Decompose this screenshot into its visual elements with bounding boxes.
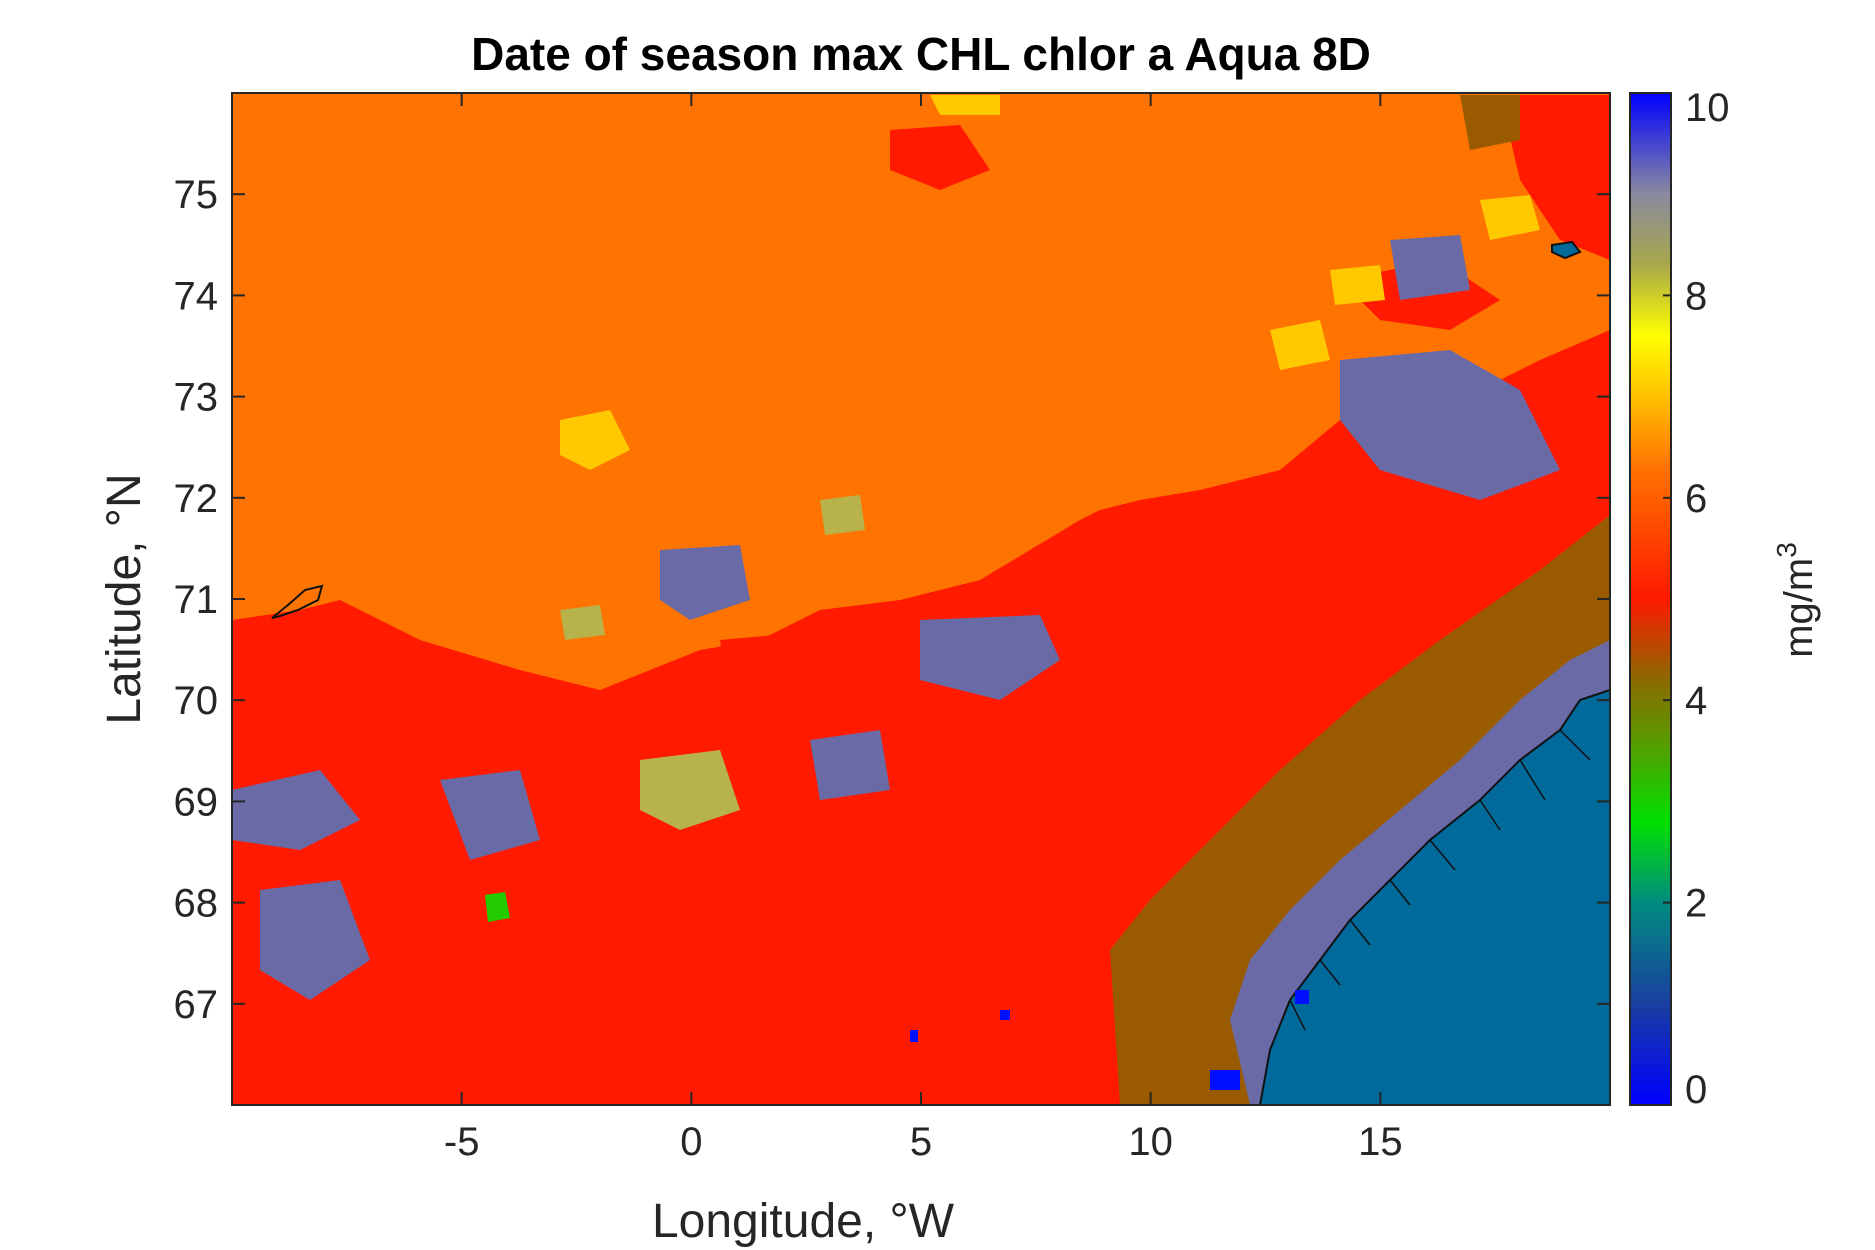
yellow-patch-ne-mid <box>1330 265 1385 305</box>
x-tick-label: 15 <box>1358 1120 1403 1164</box>
plot-area <box>232 93 1610 1105</box>
y-tick-label: 70 <box>174 679 219 723</box>
colorbar-gradient <box>1630 93 1671 1105</box>
olive-patch-mid <box>560 605 605 640</box>
colorbar-ticks: 0 2 4 6 8 10 <box>1663 86 1730 1112</box>
coastline-detail <box>1259 689 1610 1105</box>
y-tick-label: 72 <box>174 477 219 521</box>
red-patch-north <box>890 125 990 190</box>
purple-patch-northeast <box>1340 350 1560 500</box>
y-tick-label: 73 <box>174 376 219 420</box>
fjord-lines <box>1289 729 1591 1031</box>
blue-speck <box>1000 1010 1010 1020</box>
y-tick-label: 69 <box>174 780 219 824</box>
red-patch-northeast <box>1500 95 1610 260</box>
x-axis-label: Longitude, °W <box>652 1195 955 1248</box>
chart-title: Date of season max CHL chlor a Aqua 8D <box>471 28 1371 80</box>
colorbar-tick-label: 2 <box>1685 882 1707 926</box>
purple-patch-mid-south <box>440 770 540 860</box>
purple-patch-west <box>232 770 360 850</box>
y-axis-label: Latitude, °N <box>98 473 151 724</box>
y-tick-label: 75 <box>174 173 219 217</box>
green-patch <box>485 892 510 922</box>
purple-patch-southwest <box>260 880 370 1000</box>
y-tick-label: 68 <box>174 882 219 926</box>
purple-patch-ne-upper <box>1390 235 1470 300</box>
y-tick-label: 74 <box>174 274 219 318</box>
red-patch-mid <box>720 630 860 760</box>
purple-patch-center-left <box>660 545 750 620</box>
blue-speck <box>1295 990 1309 1004</box>
x-axis: -5 0 5 10 15 <box>444 93 1403 1164</box>
colorbar-frame <box>1629 92 1672 1106</box>
colorbar: 0 2 4 6 8 10 mg/m3 <box>1629 86 1821 1112</box>
purple-patch-central <box>920 615 1060 700</box>
blue-speck <box>910 1030 918 1042</box>
colorbar-tick-label: 8 <box>1685 274 1707 318</box>
olive-patch-upper-center <box>820 495 865 535</box>
colorbar-tick-label: 0 <box>1685 1068 1707 1112</box>
x-tick-label: 0 <box>680 1120 702 1164</box>
y-tick-label: 71 <box>174 578 219 622</box>
x-tick-label: 5 <box>910 1120 932 1164</box>
x-tick-label: 10 <box>1128 1120 1173 1164</box>
colorbar-tick-label: 10 <box>1685 86 1730 130</box>
island-jan-mayen <box>271 584 324 619</box>
yellow-patch-upper-left <box>560 410 630 470</box>
y-tick-label: 67 <box>174 983 219 1027</box>
y-axis: 67 68 69 70 71 72 73 74 75 <box>174 173 1610 1027</box>
x-tick-label: -5 <box>444 1120 480 1164</box>
island <box>1551 240 1582 260</box>
blue-speck <box>1210 1070 1240 1090</box>
colorbar-label-exponent: 3 <box>1771 542 1802 558</box>
yellow-patch-northeast <box>1270 320 1330 370</box>
red-patch-west <box>232 620 320 720</box>
purple-patch-south-center <box>810 730 890 800</box>
colorbar-tick-label: 4 <box>1685 679 1707 723</box>
yellow-patch-north <box>930 95 1000 115</box>
colorbar-tick-label: 6 <box>1685 477 1707 521</box>
land-norway <box>1260 690 1610 1105</box>
brown-patch <box>1460 95 1520 150</box>
colorbar-label: mg/m3 <box>1771 542 1821 658</box>
yellow-patch-ne-upper <box>1480 195 1540 240</box>
olive-patch-center <box>640 750 740 830</box>
